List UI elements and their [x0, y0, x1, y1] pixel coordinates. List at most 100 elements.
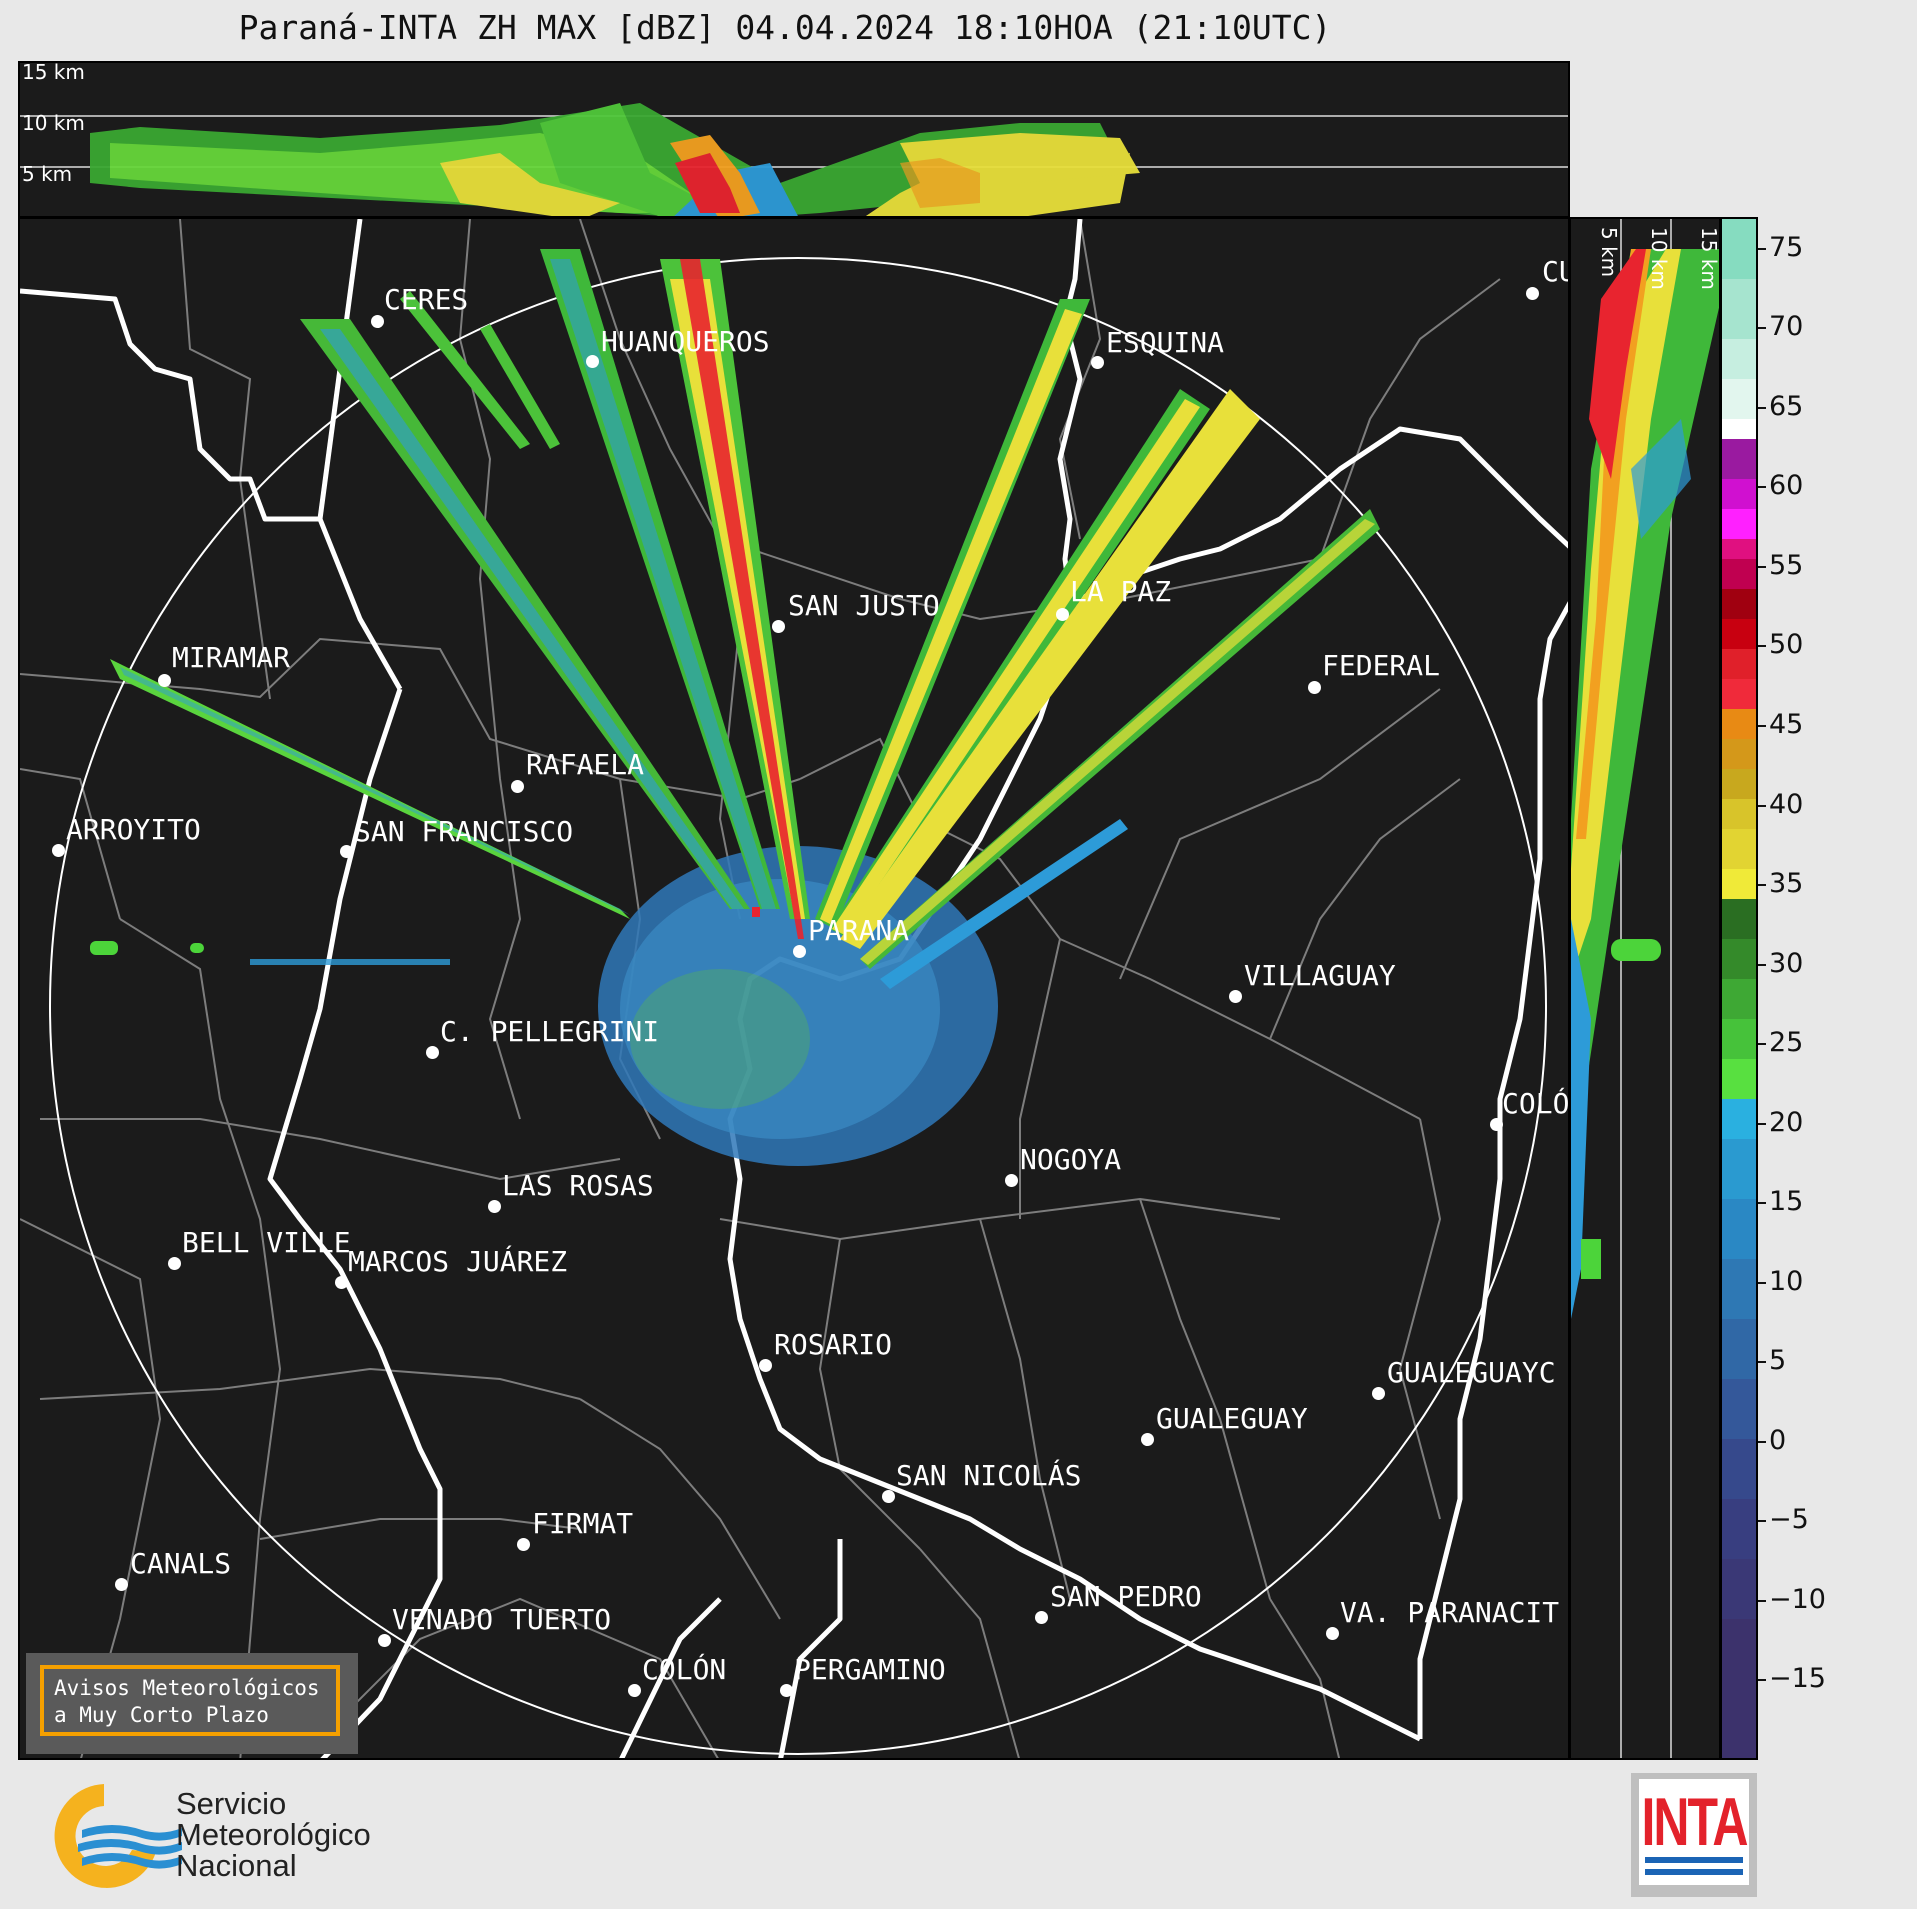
colorbar-tick-mark [1758, 1281, 1766, 1284]
city-label-rosario: ROSARIO [774, 1328, 893, 1361]
top-projection-echoes [20, 103, 1568, 216]
city-label-miramar: MIRAMAR [172, 641, 291, 674]
colorbar-tick-mark [1758, 486, 1766, 489]
top-height-label-10: 10 km [22, 111, 85, 135]
colorbar-tick-mark [1758, 725, 1766, 728]
city-label-ceres: CERES [384, 283, 469, 316]
smn-line-1: Servicio [176, 1786, 287, 1821]
city-dot-ceres [371, 315, 384, 328]
top-height-projection: 15 km 10 km 5 km [18, 61, 1570, 218]
colorbar-tick-label: 30 [1769, 947, 1804, 979]
colorbar-tick-mark [1758, 1361, 1766, 1364]
side-height-projection: 5 km 10 km 15 km [1569, 217, 1721, 1760]
colorbar-tick-mark [1758, 1440, 1766, 1443]
city-label-nogoya: NOGOYA [1020, 1143, 1122, 1176]
city-label-las-rosas: LAS ROSAS [502, 1169, 654, 1202]
radar-map: CERES HUANQUEROS ESQUINA CU SAN JUSTO LA… [18, 217, 1570, 1760]
side-projection-echoes [1571, 219, 1719, 1758]
city-dot-firmat [517, 1538, 530, 1551]
colorbar-tick-label: 55 [1769, 549, 1804, 581]
city-dot-san-francisco [340, 845, 353, 858]
colorbar-tick-mark [1758, 884, 1766, 887]
smn-line-2: Meteorológico [176, 1817, 371, 1852]
city-dot-esquina [1091, 356, 1104, 369]
city-dot-federal [1308, 681, 1321, 694]
warning-line-2: a Muy Corto Plazo [54, 1703, 269, 1727]
city-dot-nogoya [1005, 1174, 1018, 1187]
dbz-colorbar [1720, 217, 1758, 1760]
city-dot-colon [628, 1684, 641, 1697]
city-dot-gualeguay [1141, 1433, 1154, 1446]
city-dot-las-rosas [488, 1200, 501, 1213]
city-dot-rosario [759, 1359, 772, 1372]
city-label-parana: PARANA [808, 914, 910, 947]
colorbar-tick-mark [1758, 565, 1766, 568]
smn-logo-text: Servicio Meteorológico Nacional [176, 1788, 371, 1881]
city-label-san-nicolas: SAN NICOLÁS [896, 1459, 1082, 1492]
city-label-firmat: FIRMAT [532, 1507, 634, 1540]
city-label-c-pellegrini: C. PELLEGRINI [440, 1015, 660, 1048]
radar-echoes [90, 249, 1380, 1166]
colorbar-tick-label: 75 [1769, 231, 1804, 263]
side-height-label-15: 15 km [1697, 227, 1721, 290]
colorbar-tick-label: 35 [1769, 868, 1804, 900]
colorbar-tick-mark [1758, 1122, 1766, 1125]
colorbar-tick-mark [1758, 1599, 1766, 1602]
colorbar-tick-label: 50 [1769, 629, 1804, 661]
city-dot-venado-tuerto [378, 1634, 391, 1647]
city-dot-san-justo [772, 620, 785, 633]
city-dot-va-paranacito [1326, 1627, 1339, 1640]
colorbar-tick-label: −5 [1769, 1504, 1809, 1536]
colorbar-tick-mark [1758, 327, 1766, 330]
colorbar-tick-label: 45 [1769, 709, 1804, 741]
city-label-colon: COLÓN [642, 1653, 727, 1686]
inta-stripe-2 [1645, 1869, 1743, 1875]
city-dot-marcos-juarez [335, 1276, 348, 1289]
city-dot-san-nicolas [882, 1490, 895, 1503]
city-label-la-paz: LA PAZ [1070, 575, 1172, 608]
colorbar-tick-label: 40 [1769, 788, 1804, 820]
colorbar-tick-label: 65 [1769, 390, 1804, 422]
city-dot-villaguay [1229, 990, 1242, 1003]
top-height-label-15: 15 km [22, 61, 85, 84]
colorbar-tick-label: −10 [1769, 1583, 1826, 1615]
inta-logo-text: INTA [1641, 1784, 1749, 1860]
city-dot-pergamino [780, 1684, 793, 1697]
colorbar-tick-mark [1758, 247, 1766, 250]
warning-line-1: Avisos Meteorológicos [54, 1676, 320, 1700]
smn-line-3: Nacional [176, 1848, 297, 1883]
city-dot-huanqueros [586, 355, 599, 368]
warning-box: Avisos Meteorológicos a Muy Corto Plazo [26, 1653, 358, 1754]
city-label-san-justo: SAN JUSTO [788, 589, 940, 622]
city-label-huanqueros: HUANQUEROS [601, 325, 770, 358]
side-height-label-10: 10 km [1647, 227, 1671, 290]
top-height-label-5: 5 km [22, 162, 73, 186]
city-dot-miramar [158, 674, 171, 687]
colorbar-tick-mark [1758, 1679, 1766, 1682]
city-dot-bell-ville [168, 1257, 181, 1270]
colorbar-tick-mark [1758, 406, 1766, 409]
city-label-san-francisco: SAN FRANCISCO [354, 815, 574, 848]
city-dot-cu [1526, 287, 1539, 300]
city-dot-colo [1490, 1118, 1503, 1131]
city-label-colo: COLÓ [1502, 1087, 1570, 1120]
colorbar-tick-label: 25 [1769, 1027, 1804, 1059]
city-label-cu: CU [1542, 255, 1568, 288]
city-dot-canals [115, 1578, 128, 1591]
city-label-canals: CANALS [130, 1547, 232, 1580]
inta-logo-frame: INTA [1639, 1779, 1749, 1885]
city-label-federal: FEDERAL [1322, 649, 1441, 682]
colorbar-tick-mark [1758, 804, 1766, 807]
city-label-pergamino: PERGAMINO [794, 1653, 946, 1686]
side-height-label-5: 5 km [1597, 227, 1621, 278]
city-label-marcos-juarez: MARCOS JUÁREZ [348, 1245, 568, 1278]
colorbar-tick-label: −15 [1769, 1663, 1826, 1695]
city-label-va-paranacito: VA. PARANACIT [1340, 1596, 1560, 1629]
city-label-arroyito: ARROYITO [66, 813, 201, 846]
city-dot-parana [793, 945, 806, 958]
city-dot-c-pellegrini [426, 1046, 439, 1059]
colorbar-tick-mark [1758, 1202, 1766, 1205]
city-label-gualeguaychu: GUALEGUAYC [1387, 1356, 1556, 1389]
colorbar-tick-label: 20 [1769, 1106, 1804, 1138]
colorbar-gradient [1722, 219, 1756, 1758]
